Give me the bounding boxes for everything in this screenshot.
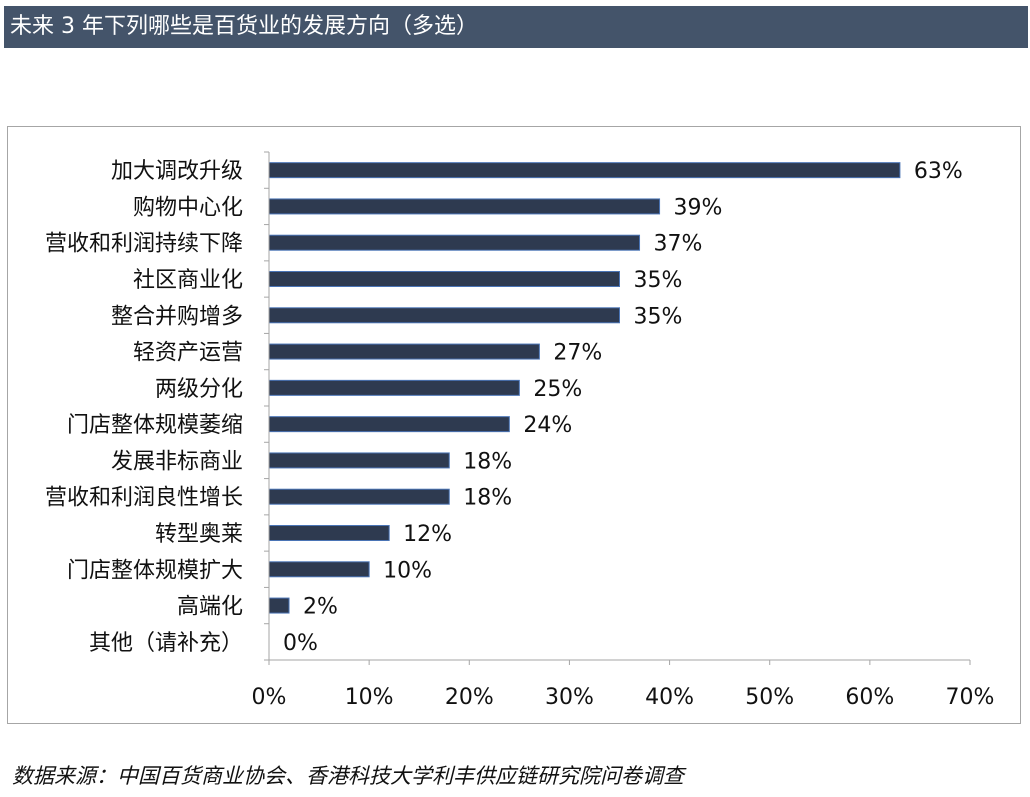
category-label: 门店整体规模扩大 — [67, 558, 243, 583]
data-label: 10% — [383, 558, 432, 583]
data-label: 39% — [674, 195, 723, 220]
category-label: 购物中心化 — [133, 195, 243, 220]
category-label: 社区商业化 — [133, 268, 243, 293]
category-label: 加大调改升级 — [111, 159, 243, 184]
bar — [268, 525, 390, 541]
bar — [268, 234, 641, 251]
bar — [268, 379, 520, 396]
data-label: 18% — [463, 449, 512, 474]
bar — [268, 452, 450, 469]
chart-area: 0% 10% 20% 30% 40% 50% 60% 70% 加大调改升级 63% 购物中心化 39%… — [7, 126, 1021, 724]
category-label: 营收和利润良性增长 — [45, 486, 243, 511]
data-label: 2% — [303, 595, 338, 620]
data-label: 35% — [634, 304, 683, 329]
bar — [268, 162, 901, 179]
bar — [268, 597, 290, 614]
source-note: 数据来源：中国百货商业协会、香港科技大学利丰供应链研究院问卷调查 — [12, 764, 684, 788]
labels-layer: 0% 10% 20% 30% 40% 50% 60% 70% 加大调改升级 63% 购物中心化 39%… — [45, 159, 994, 710]
category-label: 营收和利润持续下降 — [45, 232, 243, 257]
x-tick-label: 40% — [645, 685, 694, 710]
x-tick-label: 20% — [445, 685, 494, 710]
bar — [268, 271, 620, 287]
bar — [268, 561, 370, 578]
bar — [268, 488, 450, 505]
data-label: 18% — [463, 486, 512, 511]
category-label: 门店整体规模萎缩 — [67, 413, 243, 438]
axes-layer — [264, 151, 971, 665]
data-label: 24% — [523, 413, 572, 438]
bar-chart: 0% 10% 20% 30% 40% 50% 60% 70% 加大调改升级 63% 购物中心化 39%… — [45, 151, 994, 710]
data-label: 27% — [553, 341, 602, 366]
category-label: 发展非标商业 — [111, 449, 243, 474]
x-tick-label: 60% — [845, 685, 894, 710]
data-label: 0% — [283, 631, 318, 656]
category-label: 轻资产运营 — [133, 341, 243, 366]
x-tick-label: 50% — [745, 685, 794, 710]
bar — [268, 343, 540, 360]
bars-layer — [268, 162, 901, 614]
chart-title: 未来 3 年下列哪些是百货业的发展方向（多选） — [4, 6, 1028, 48]
bar — [268, 307, 620, 324]
category-label: 转型奥莱 — [155, 522, 243, 547]
category-label: 整合并购增多 — [111, 304, 243, 329]
category-label: 高端化 — [177, 595, 243, 620]
bar — [268, 198, 661, 215]
x-tick-label: 70% — [946, 685, 995, 710]
bar — [268, 416, 510, 433]
data-label: 37% — [654, 232, 703, 257]
category-label: 两级分化 — [155, 377, 243, 402]
x-tick-label: 10% — [345, 685, 394, 710]
data-label: 25% — [533, 377, 582, 402]
data-label: 12% — [403, 522, 452, 547]
data-label: 63% — [914, 159, 963, 184]
category-label: 其他（请补充） — [89, 631, 243, 656]
data-label: 35% — [634, 268, 683, 293]
x-tick-label: 30% — [545, 685, 594, 710]
x-tick-label: 0% — [252, 685, 287, 710]
